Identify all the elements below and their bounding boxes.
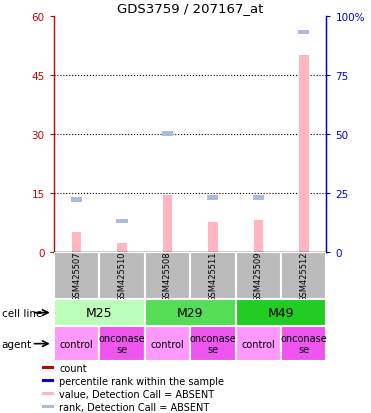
Bar <box>145 252 190 299</box>
Text: GSM425510: GSM425510 <box>118 251 127 301</box>
Text: M25: M25 <box>86 306 112 319</box>
Text: GSM425508: GSM425508 <box>163 250 172 301</box>
Text: rank, Detection Call = ABSENT: rank, Detection Call = ABSENT <box>59 401 210 411</box>
Bar <box>71 198 82 202</box>
Bar <box>281 326 326 361</box>
Bar <box>42 366 54 369</box>
Bar <box>42 392 54 395</box>
Bar <box>162 132 173 137</box>
Text: M49: M49 <box>268 306 294 319</box>
Title: GDS3759 / 207167_at: GDS3759 / 207167_at <box>117 2 263 15</box>
Bar <box>162 195 172 252</box>
Text: onconase
se: onconase se <box>280 333 327 355</box>
Bar <box>253 221 263 252</box>
Bar <box>236 252 281 299</box>
Bar <box>54 252 99 299</box>
Text: control: control <box>60 339 93 349</box>
Text: percentile rank within the sample: percentile rank within the sample <box>59 376 224 386</box>
Bar <box>236 299 326 326</box>
Bar <box>208 223 218 252</box>
Bar <box>190 252 236 299</box>
Text: GSM425509: GSM425509 <box>254 251 263 301</box>
Bar <box>42 405 54 408</box>
Text: onconase
se: onconase se <box>99 333 145 355</box>
Bar <box>42 379 54 382</box>
Bar <box>99 326 145 361</box>
Bar <box>207 195 219 200</box>
Bar <box>253 195 264 200</box>
Bar <box>236 326 281 361</box>
Text: control: control <box>242 339 275 349</box>
Bar <box>54 299 145 326</box>
Bar <box>72 232 81 252</box>
Text: count: count <box>59 363 87 373</box>
Text: GSM425511: GSM425511 <box>209 251 217 301</box>
Text: M29: M29 <box>177 306 203 319</box>
Text: value, Detection Call = ABSENT: value, Detection Call = ABSENT <box>59 389 214 399</box>
Bar <box>145 299 236 326</box>
Bar <box>99 252 145 299</box>
Text: onconase
se: onconase se <box>190 333 236 355</box>
Text: agent: agent <box>2 339 32 349</box>
Bar <box>54 326 99 361</box>
Bar <box>116 219 128 224</box>
Text: GSM425507: GSM425507 <box>72 250 81 301</box>
Text: cell line: cell line <box>2 308 42 318</box>
Bar <box>190 326 236 361</box>
Text: control: control <box>151 339 184 349</box>
Bar <box>117 243 127 252</box>
Bar <box>145 326 190 361</box>
Bar <box>299 56 309 252</box>
Bar <box>281 252 326 299</box>
Text: GSM425512: GSM425512 <box>299 251 308 301</box>
Bar <box>298 31 309 36</box>
